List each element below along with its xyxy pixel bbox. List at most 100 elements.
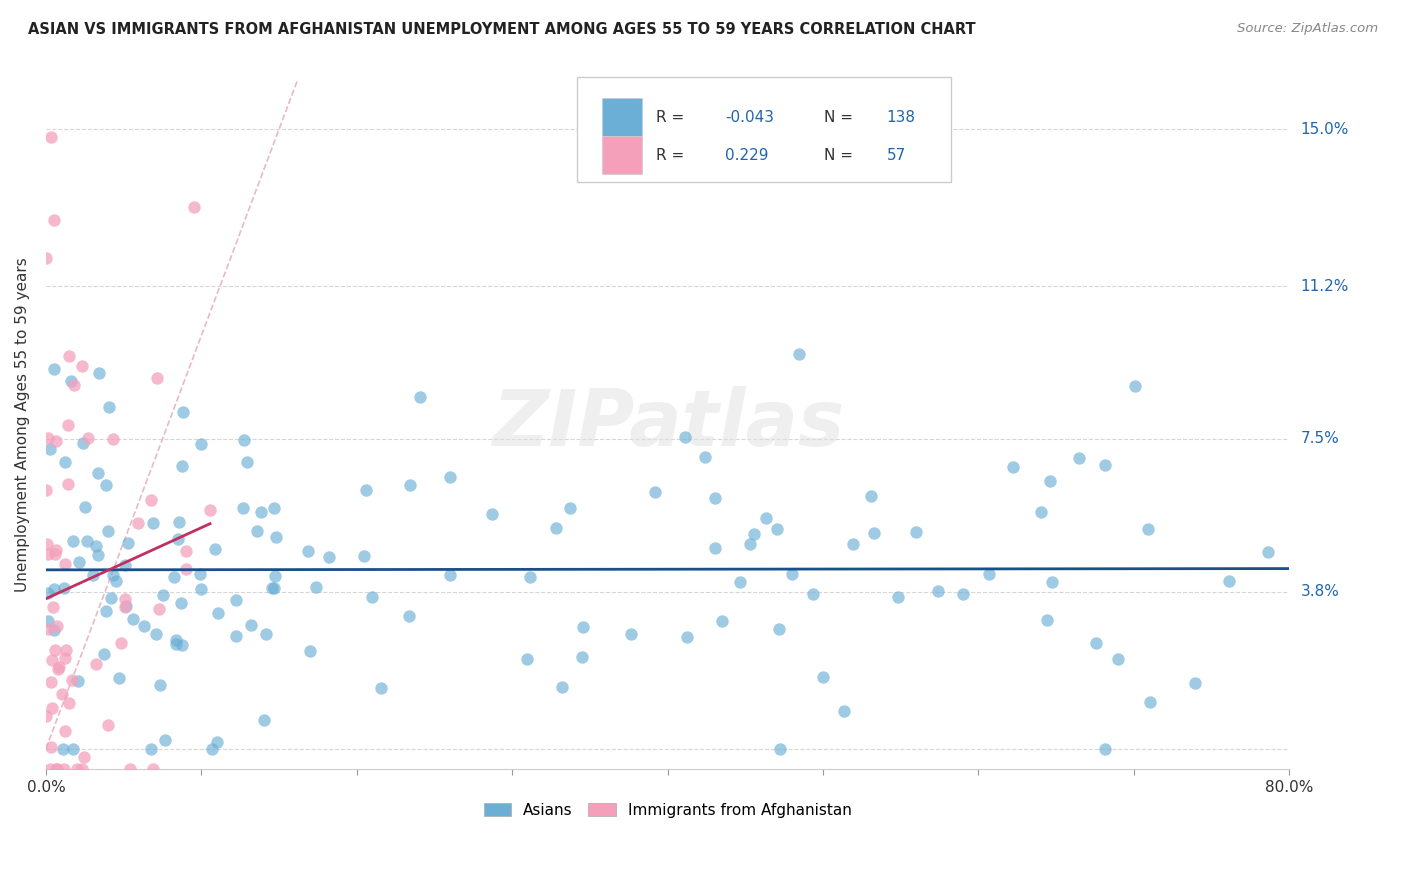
Asians [55,455,77,469]
Asians [811,670,834,684]
Text: 0.229: 0.229 [725,148,768,163]
Asians [740,537,762,551]
Asians [620,627,643,641]
Immigrants from Afghanistan [35,709,58,723]
Immigrants from Afghanistan [101,432,124,446]
Legend: Asians, Immigrants from Afghanistan: Asians, Immigrants from Afghanistan [478,797,858,823]
Immigrants from Afghanistan [56,477,79,491]
Asians [673,429,696,443]
Asians [354,483,377,497]
Immigrants from Afghanistan [60,673,83,688]
Asians [38,442,60,456]
Immigrants from Afghanistan [39,739,62,754]
Asians [1123,379,1146,393]
Text: 7.5%: 7.5% [1301,432,1339,446]
Asians [1039,474,1062,488]
Asians [782,566,804,581]
Asians [516,652,538,666]
Asians [87,466,110,480]
Immigrants from Afghanistan [37,431,59,445]
Asians [318,549,340,564]
Immigrants from Afghanistan [44,547,66,561]
Asians [236,454,259,468]
Asians [1094,458,1116,472]
Asians [262,581,284,595]
Asians [142,516,165,530]
Asians [114,558,136,573]
Asians [409,390,432,404]
Asians [558,500,581,515]
Immigrants from Afghanistan [35,537,58,551]
Asians [768,622,790,636]
Text: R =: R = [657,148,685,163]
Asians [952,587,974,601]
FancyBboxPatch shape [602,136,641,174]
Asians [353,549,375,564]
Asians [100,591,122,605]
Asians [439,469,461,483]
Text: -0.043: -0.043 [725,110,773,125]
Immigrants from Afghanistan [44,642,66,657]
Immigrants from Afghanistan [110,635,132,649]
Asians [1257,545,1279,559]
Asians [711,614,734,628]
Asians [75,500,97,515]
Text: R =: R = [657,110,685,125]
Asians [59,374,82,388]
Asians [207,607,229,621]
Immigrants from Afghanistan [141,762,163,776]
Asians [304,580,326,594]
Asians [170,638,193,652]
Asians [42,362,65,376]
Asians [263,582,285,596]
Asians [96,604,118,618]
Asians [254,626,277,640]
Asians [166,533,188,547]
Immigrants from Afghanistan [77,431,100,445]
Asians [704,491,727,506]
Asians [1085,636,1108,650]
Immigrants from Afghanistan [176,544,198,558]
Asians [225,629,247,643]
Asians [152,588,174,602]
Asians [240,618,263,632]
Immigrants from Afghanistan [73,749,96,764]
Immigrants from Afghanistan [174,562,197,576]
Y-axis label: Unemployment Among Ages 55 to 59 years: Unemployment Among Ages 55 to 59 years [15,257,30,591]
Asians [360,590,382,604]
Asians [62,533,84,548]
Immigrants from Afghanistan [66,762,89,776]
Asians [551,680,574,694]
Asians [72,435,94,450]
Asians [76,534,98,549]
Asians [264,569,287,583]
Asians [801,586,824,600]
Asians [789,347,811,361]
Immigrants from Afghanistan [48,659,70,673]
Immigrants from Afghanistan [97,718,120,732]
Asians [544,521,567,535]
Asians [370,681,392,695]
Immigrants from Afghanistan [114,600,136,615]
Immigrants from Afghanistan [148,602,170,616]
Asians [37,614,59,628]
Asians [201,741,224,756]
Asians [172,404,194,418]
Asians [863,525,886,540]
Asians [439,567,461,582]
Asians [1067,450,1090,465]
Asians [572,620,595,634]
Asians [207,735,229,749]
Asians [399,478,422,492]
Asians [94,477,117,491]
Asians [1094,741,1116,756]
Immigrants from Afghanistan [39,130,62,145]
Asians [170,458,193,473]
Immigrants from Afghanistan [58,697,80,711]
Immigrants from Afghanistan [42,600,65,615]
Asians [225,593,247,607]
Immigrants from Afghanistan [198,503,221,517]
Asians [169,515,191,529]
Asians [1031,505,1053,519]
Asians [52,741,75,756]
